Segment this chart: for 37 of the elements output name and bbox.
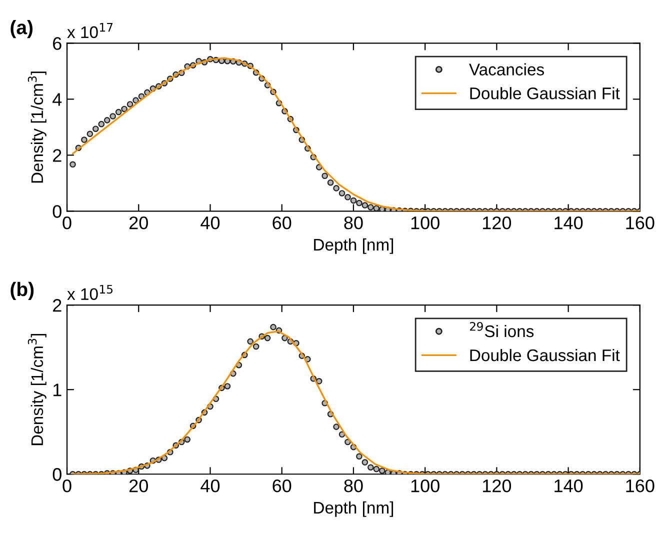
text: x 10$^{15}$ (67, 284, 112, 300)
y-tick-label: 0 (52, 205, 62, 218)
y-tick-label: 2 (53, 149, 62, 162)
x-tick-label: 20 (129, 216, 148, 230)
y-axis-title: Density [1/cm$^{3}$] (28, 72, 46, 183)
chart-title: (b) (10, 282, 34, 300)
x-tick-label: 0 (62, 479, 72, 492)
y-tick-label: 0 (52, 468, 62, 481)
x-tick-label: 80 (344, 479, 363, 492)
y-tick-label: 4 (52, 93, 62, 106)
x-tick-label: 140 (554, 479, 583, 492)
x-tick-label: 120 (483, 216, 512, 230)
x-axis-title: Depth [nm] (314, 238, 394, 254)
x-tick-label: 100 (411, 216, 440, 230)
legend-label: Double Gaussian Fit (470, 87, 620, 100)
text: x 10$^{17}$ (67, 23, 113, 38)
x-tick-label: 0 (62, 216, 72, 230)
x-tick-label: 120 (483, 479, 512, 492)
x-tick-label: 40 (200, 216, 220, 230)
x-tick-label: 160 (626, 479, 654, 492)
chart-title: (a) (10, 20, 33, 38)
x-tick-label: 80 (344, 216, 363, 230)
x-tick-label: 60 (272, 479, 292, 492)
x-tick-label: 140 (554, 216, 583, 230)
x-tick-label: 20 (129, 479, 148, 492)
legend-label: Vacancies (469, 63, 544, 76)
x-axis-title: Depth [nm] (314, 501, 394, 517)
legend-label: $^{29}$Si ions (470, 322, 534, 338)
x-tick-label: 40 (200, 479, 220, 492)
y-tick-label: 2 (53, 299, 62, 312)
x-tick-label: 100 (411, 479, 440, 492)
y-tick-label: 6 (53, 37, 62, 50)
y-tick-label: 1 (53, 384, 62, 396)
x-tick-label: 160 (626, 216, 654, 230)
legend-label: Double Gaussian Fit (470, 348, 620, 362)
y-axis-title: Density [1/cm$^{3}$] (28, 334, 46, 446)
x-tick-label: 60 (272, 216, 292, 230)
